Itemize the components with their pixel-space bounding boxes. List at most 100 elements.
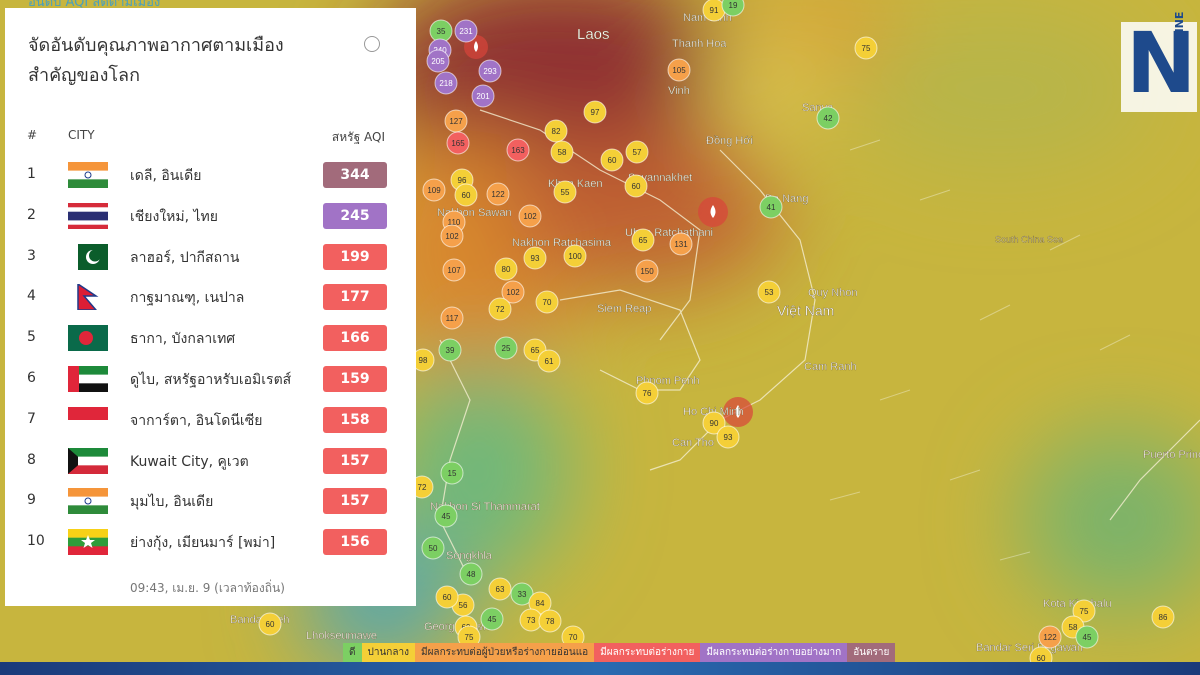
city-name: ย่างกุ้ง, เมียนมาร์ [พม่า] [130,535,276,552]
aqi-marker-value: 42 [824,114,833,123]
legend-item: มีผลกระทบต่อร่างกาย [594,643,701,662]
aqi-marker [716,425,740,449]
aqi-marker-value: 41 [767,203,776,212]
aqi-marker-value: 93 [724,433,733,442]
place-label: Laos [577,26,610,43]
aqi-marker-value: 91 [710,6,719,15]
aqi-badge: 156 [323,529,387,556]
place-label: Nakhon Si Thammarat [430,501,540,513]
aqi-marker-value: 72 [418,483,427,492]
aqi-marker [258,612,282,636]
aqi-marker [480,607,504,631]
city-name: เดลี, อินเดีย [130,168,202,184]
aqi-marker [434,71,458,95]
aqi-marker-value: 39 [446,346,455,355]
aqi-marker [454,19,478,43]
legend-item: ปานกลาง [361,643,415,662]
aqi-marker-value: 109 [427,186,441,195]
aqi-marker-value: 102 [523,212,537,221]
aqi-marker [667,58,691,82]
place-label: Siem Reap [597,303,651,315]
place-label: Quy Nhon [808,287,858,299]
aqi-marker-value: 102 [506,288,520,297]
aqi-marker-value: 127 [449,117,463,126]
aqi-badge: 157 [323,447,387,474]
aqi-marker-value: 100 [568,252,582,261]
aqi-marker [454,183,478,207]
rank: 7 [27,410,36,427]
aqi-marker [494,336,518,360]
aqi-marker [702,411,726,435]
city-name: ธากา, บังกลาเทศ [130,331,236,348]
aqi-marker [631,228,655,252]
aqi-marker-value: 61 [545,357,554,366]
place-label: Thanh Hoa [672,38,727,50]
aqi-marker [438,338,462,362]
aqi-marker-value: 90 [710,419,719,428]
aqi-marker [459,562,483,586]
update-time: 09:43, เม.ย. 9 (เวลาท้องถิ่น) [130,581,285,595]
aqi-badge: 158 [323,406,387,433]
aqi-marker [600,148,624,172]
flag [68,406,108,437]
aqi-marker-value: 97 [591,108,600,117]
place-label: Nakhon Ratchasima [512,237,612,249]
aqi-markers: 3523124020521829320191197510597821271651… [258,0,1175,662]
aqi-marker-value: 60 [1037,654,1046,662]
info-icon[interactable] [364,36,380,52]
flag [68,325,108,355]
aqi-marker [486,182,510,206]
aqi-marker-value: 48 [467,570,476,579]
place-label: South China Sea [995,234,1063,244]
aqi-marker-value: 82 [552,127,561,136]
aqi-marker-value: 70 [569,633,578,642]
aqi-marker-value: 72 [496,305,505,314]
aqi-marker-value: 19 [729,1,738,10]
aqi-marker [440,306,464,330]
logo-letter: N [1126,14,1197,112]
aqi-marker [488,577,512,601]
aqi-marker-value: 25 [502,344,511,353]
legend-item: อันตราย [847,643,896,662]
aqi-marker [506,138,530,162]
aqi-marker [478,59,502,83]
aqi-marker [854,36,878,60]
aqi-marker-value: 60 [443,593,452,602]
aqi-marker [442,258,466,282]
aqi-marker-value: 70 [543,298,552,307]
aqi-marker [635,259,659,283]
aqi-marker-value: 150 [640,267,654,276]
place-label: Bandar Seri Begawan [976,642,1083,654]
aqi-marker-value: 117 [446,314,459,323]
aqi-marker [544,119,568,143]
flag-icon [68,325,108,352]
legend-item: ดี [343,643,362,662]
aqi-badge: 245 [323,202,387,229]
aqi-marker-value: 86 [1159,613,1168,622]
place-label: Việt Nam [777,303,834,319]
flag [68,162,108,192]
city-name: ลาฮอร์, ปากีสถาน [130,249,240,266]
rank: 2 [27,206,36,223]
aqi-badge: 166 [323,325,387,352]
city-name: จาการ์ตา, อินโดนีเซีย [130,412,263,429]
legend-item: มีผลกระทบต่อผู้ป่วยหรือร่างกายอ่อนแอ [414,643,595,662]
flag [68,202,108,233]
aqi-marker-value: 45 [1083,633,1092,642]
logo: N ONLINE [1121,12,1197,112]
city-name: Kuwait City, คูเวต [130,453,249,470]
aqi-marker [538,609,562,633]
flag-icon [68,447,108,474]
rank: 4 [27,288,36,305]
aqi-marker-value: 218 [439,79,453,88]
ranking-panel: จัดอันดับคุณภาพอากาศตามเมือง สำคัญของโลก… [5,8,416,606]
panel-title: สำคัญของโลก [28,65,140,86]
aqi-marker [494,257,518,281]
aqi-marker-value: 15 [448,469,457,478]
bottom-strip [0,662,1200,675]
aqi-marker-value: 107 [447,266,461,275]
aqi-marker-value: 75 [862,44,871,53]
aqi-marker [1029,646,1053,662]
aqi-marker-value: 57 [633,148,642,157]
